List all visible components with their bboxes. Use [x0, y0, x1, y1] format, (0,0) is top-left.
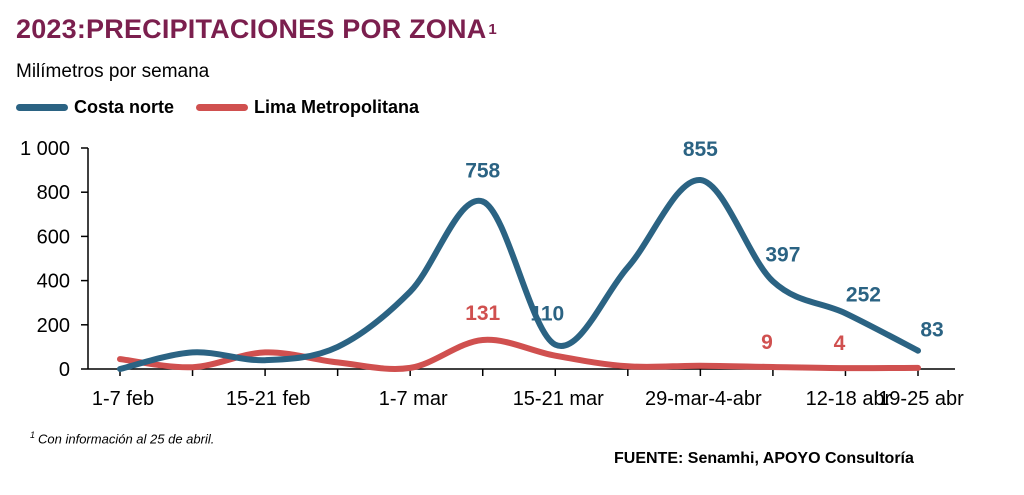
y-tick-label: 400: [37, 271, 70, 293]
y-tick-label: 1 000: [20, 138, 70, 160]
series-line-lima-metropolitana: [117, 336, 921, 372]
y-tick-label: 0: [59, 359, 70, 381]
data-label-lima-metropolitana: 9: [761, 331, 773, 354]
x-tick-label: 29-mar-4-abr: [645, 388, 762, 410]
x-tick-label: 15-21 feb: [226, 388, 311, 410]
x-tick-label: 1-7 feb: [92, 388, 154, 410]
legend-label-costa-norte: Costa norte: [74, 97, 175, 117]
legend-swatch-costa-norte: [16, 104, 68, 111]
x-tick-label: 12-18 abr: [806, 388, 892, 410]
y-tick-label: 200: [37, 315, 70, 337]
x-tick-label: 19-25 abr: [878, 388, 964, 410]
title-superscript: 1: [488, 21, 497, 38]
data-label-costa-norte: 110: [530, 303, 564, 326]
legend: Costa norte Lima Metropolitana: [16, 97, 441, 118]
y-tick-label: 600: [37, 226, 70, 248]
y-tick-label: 800: [37, 182, 70, 204]
data-label-costa-norte: 397: [765, 243, 800, 266]
legend-item-lima-metropolitana: Lima Metropolitana: [196, 97, 419, 118]
chart-title: 2023:PRECIPITACIONES POR ZONA 1: [16, 14, 497, 44]
source-note: FUENTE: Senamhi, APOYO Consultoría: [614, 450, 914, 467]
legend-label-lima-metropolitana: Lima Metropolitana: [254, 97, 420, 117]
x-tick-label: 1-7 mar: [379, 388, 448, 410]
data-label-costa-norte: 758: [465, 159, 500, 182]
series-line-costa-norte: [117, 177, 921, 372]
legend-swatch-lima-metropolitana: [196, 104, 249, 111]
data-label-costa-norte: 83: [920, 319, 943, 342]
data-label-lima-metropolitana: 131: [465, 302, 500, 325]
x-tick-label: 15-21 mar: [513, 388, 604, 410]
legend-item-costa-norte: Costa norte: [16, 97, 174, 118]
data-label-costa-norte: 252: [846, 283, 881, 306]
chart-subtitle: Milímetros por semana: [16, 61, 210, 82]
data-label-lima-metropolitana: 4: [834, 332, 846, 355]
footnote: 1 Con información al 25 de abril.: [30, 430, 215, 447]
footnote-marker: 1: [30, 430, 36, 440]
data-label-costa-norte: 855: [683, 138, 718, 161]
